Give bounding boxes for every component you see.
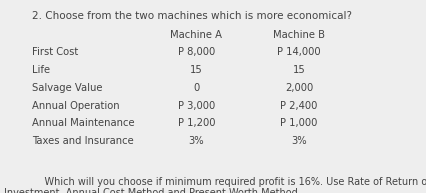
- Text: P 3,000: P 3,000: [177, 101, 215, 111]
- Text: 15: 15: [292, 65, 305, 75]
- Text: 2,000: 2,000: [284, 83, 312, 93]
- Text: P 1,200: P 1,200: [177, 118, 215, 128]
- Text: P 14,000: P 14,000: [276, 47, 320, 57]
- Text: Annual Maintenance: Annual Maintenance: [32, 118, 134, 128]
- Text: Which will you choose if minimum required profit is 16%. Use Rate of Return on A: Which will you choose if minimum require…: [32, 177, 426, 187]
- Text: Annual Operation: Annual Operation: [32, 101, 119, 111]
- Text: Life: Life: [32, 65, 50, 75]
- Text: 15: 15: [190, 65, 202, 75]
- Text: P 8,000: P 8,000: [177, 47, 215, 57]
- Text: 0: 0: [193, 83, 199, 93]
- Text: 3%: 3%: [188, 136, 204, 146]
- Text: Taxes and Insurance: Taxes and Insurance: [32, 136, 133, 146]
- Text: Machine A: Machine A: [170, 30, 222, 40]
- Text: P 1,000: P 1,000: [279, 118, 317, 128]
- Text: First Cost: First Cost: [32, 47, 78, 57]
- Text: Salvage Value: Salvage Value: [32, 83, 102, 93]
- Text: 3%: 3%: [291, 136, 306, 146]
- Text: Investment, Annual Cost Method and Present Worth Method: Investment, Annual Cost Method and Prese…: [4, 188, 297, 193]
- Text: Machine B: Machine B: [272, 30, 324, 40]
- Text: 2. Choose from the two machines which is more economical?: 2. Choose from the two machines which is…: [32, 11, 351, 21]
- Text: P 2,400: P 2,400: [279, 101, 317, 111]
